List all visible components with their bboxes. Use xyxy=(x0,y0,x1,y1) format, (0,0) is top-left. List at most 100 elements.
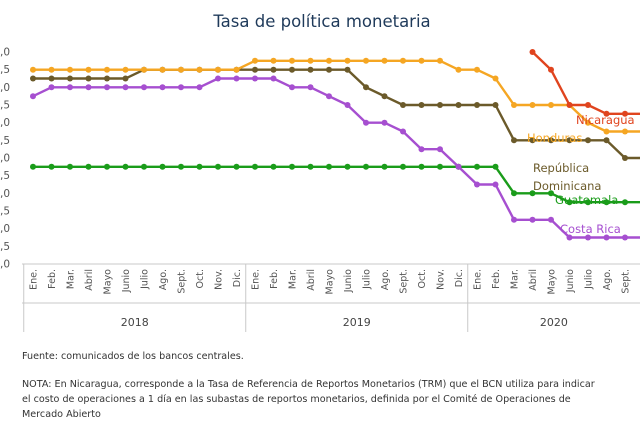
data-point xyxy=(363,84,369,91)
data-point xyxy=(511,137,517,144)
x-tick-label: Julio xyxy=(140,269,151,290)
data-point xyxy=(548,66,554,73)
data-point xyxy=(48,66,55,73)
data-point xyxy=(529,49,536,55)
data-point xyxy=(159,163,166,170)
data-point xyxy=(585,102,591,108)
x-tick-label: Oct. xyxy=(195,269,206,288)
data-point xyxy=(492,181,499,188)
x-tick-label: Feb. xyxy=(269,269,280,289)
data-point xyxy=(548,190,554,197)
data-point xyxy=(363,57,369,64)
data-point xyxy=(529,102,536,108)
data-point xyxy=(270,57,277,64)
note-line-1: NOTA: En Nicaragua, corresponde a la Tas… xyxy=(22,379,595,390)
x-tick-label: Mar. xyxy=(510,269,521,289)
x-tick-label: Mayo xyxy=(103,269,114,295)
data-point xyxy=(603,128,610,135)
data-point xyxy=(141,66,147,73)
data-point xyxy=(326,66,332,73)
data-point xyxy=(381,119,388,126)
data-point xyxy=(289,163,295,170)
x-tick-label: Julio xyxy=(584,269,595,290)
data-point xyxy=(437,57,443,64)
data-point xyxy=(622,110,628,117)
y-tick-label: 1,0 xyxy=(0,223,10,235)
chart: Tasa de política monetaria 0,0 0,5 1,0 1,5 2… xyxy=(0,12,640,332)
series-line-guatemala xyxy=(33,165,640,204)
x-tick-label: Mayo xyxy=(325,269,336,295)
x-tick-label: Feb. xyxy=(491,269,502,289)
data-point xyxy=(307,66,314,73)
data-point xyxy=(104,84,110,91)
data-point xyxy=(122,66,129,73)
year-label: 2020 xyxy=(540,316,568,329)
data-point xyxy=(455,163,462,170)
data-point xyxy=(270,75,277,82)
data-point xyxy=(363,163,369,170)
data-point xyxy=(85,75,92,82)
data-point xyxy=(85,84,92,91)
x-tick-label: Sept. xyxy=(399,269,410,294)
data-point xyxy=(307,163,314,170)
data-point xyxy=(529,137,536,144)
data-point xyxy=(400,128,406,135)
chart-title: Tasa de política monetaria xyxy=(212,12,430,31)
year-label: 2018 xyxy=(121,316,149,329)
data-point xyxy=(196,84,203,91)
data-point xyxy=(548,102,554,108)
data-point xyxy=(178,84,184,91)
data-point xyxy=(307,57,314,64)
data-point xyxy=(529,190,536,197)
data-point xyxy=(381,93,388,100)
series-label: Dominicana xyxy=(533,179,601,193)
data-point xyxy=(455,66,462,73)
data-point xyxy=(122,75,129,82)
x-tick-label: Feb. xyxy=(47,269,58,289)
data-point xyxy=(622,128,628,135)
data-point xyxy=(85,66,92,73)
x-tick-label: Ene. xyxy=(251,269,262,290)
data-point xyxy=(67,75,73,82)
x-tick-label: Dic. xyxy=(454,269,465,287)
data-point xyxy=(67,84,73,91)
series-label: Costa Rica xyxy=(560,222,621,236)
x-tick-label: Oct. xyxy=(417,269,428,288)
data-point xyxy=(603,199,610,206)
series-label: Guatemala xyxy=(555,193,618,207)
data-point xyxy=(548,137,554,144)
data-point xyxy=(104,66,110,73)
note-line-3: Mercado Abierto xyxy=(22,409,101,420)
series-layer xyxy=(30,49,640,241)
data-point xyxy=(270,163,277,170)
data-point xyxy=(511,190,517,197)
data-point xyxy=(585,119,591,126)
x-tick-label: Ene. xyxy=(473,269,484,290)
data-point xyxy=(141,163,147,170)
data-point xyxy=(67,163,73,170)
y-tick-label: 5,5 xyxy=(0,64,10,76)
data-point xyxy=(511,102,517,108)
x-tick-label: Nov. xyxy=(436,269,447,290)
data-point xyxy=(326,163,332,170)
data-point xyxy=(622,234,628,241)
data-point xyxy=(622,155,628,161)
data-point xyxy=(141,84,147,91)
data-point xyxy=(603,234,610,241)
x-tick-label: Sept. xyxy=(621,269,632,294)
year-label: 2019 xyxy=(343,316,371,329)
data-point xyxy=(215,66,221,73)
y-tick-label: 5,0 xyxy=(0,82,10,94)
x-tick-label: Dic. xyxy=(232,269,243,287)
data-point xyxy=(85,163,92,170)
y-tick-label: 0,5 xyxy=(0,241,10,253)
series-label: República xyxy=(533,161,589,175)
data-point xyxy=(233,75,240,82)
data-point xyxy=(474,163,480,170)
data-point xyxy=(30,75,36,82)
data-point xyxy=(529,216,536,223)
y-tick-label: 6,0 xyxy=(0,47,10,59)
data-point xyxy=(603,137,610,144)
data-point xyxy=(122,84,129,91)
data-point xyxy=(178,163,184,170)
